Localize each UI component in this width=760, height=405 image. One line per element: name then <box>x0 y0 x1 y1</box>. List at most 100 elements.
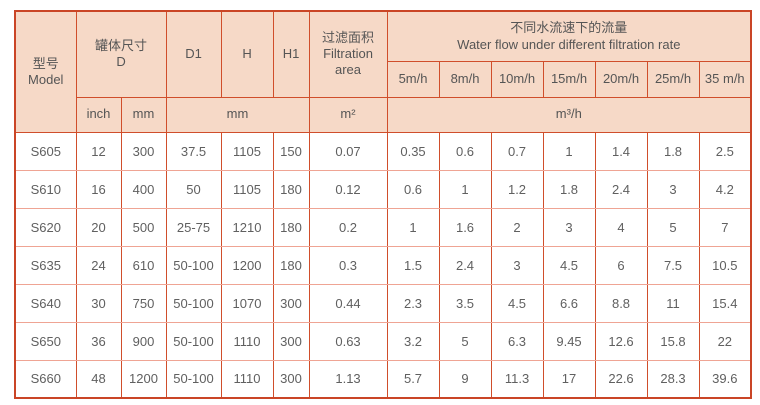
flow-cell: 0.6 <box>438 131 492 171</box>
mm-cell: 500 <box>120 207 167 247</box>
flow-cell: 9.45 <box>542 321 596 361</box>
mm-cell: 300 <box>120 131 167 171</box>
mm-cell: 750 <box>120 283 167 323</box>
unit-m3h: m³/h <box>386 96 752 133</box>
model-cell: S650 <box>14 321 77 361</box>
flow-cell: 4.2 <box>698 169 752 209</box>
header-filtration-area: 过滤面积 Filtration area <box>308 10 388 98</box>
inch-cell: 20 <box>75 207 122 247</box>
h-cell: 1105 <box>220 131 274 171</box>
flow-cell: 39.6 <box>698 359 752 399</box>
flow-cell: 6 <box>594 245 648 285</box>
h-cell: 1110 <box>220 359 274 399</box>
header-rate-20: 20m/h <box>594 60 648 98</box>
h1-cell: 300 <box>272 359 310 399</box>
flow-cell: 17 <box>542 359 596 399</box>
header-model: 型号 Model <box>14 10 77 133</box>
header-flow-title: 不同水流速下的流量 Water flow under different fil… <box>386 10 752 62</box>
model-cell: S605 <box>14 131 77 171</box>
inch-cell: 30 <box>75 283 122 323</box>
header-h: H <box>220 10 274 98</box>
table-row: S605 12 300 37.5 1105 150 0.07 0.35 0.6 … <box>14 131 752 171</box>
flow-cell: 15.8 <box>646 321 700 361</box>
flow-cell: 7 <box>698 207 752 247</box>
flow-cell: 22 <box>698 321 752 361</box>
flow-cell: 0.6 <box>386 169 440 209</box>
area-cell: 1.13 <box>308 359 388 399</box>
d1-cell: 25-75 <box>165 207 222 247</box>
h-cell: 1210 <box>220 207 274 247</box>
flow-cell: 12.6 <box>594 321 648 361</box>
flow-cell: 2.4 <box>594 169 648 209</box>
flow-cell: 9 <box>438 359 492 399</box>
unit-mm-span: mm <box>165 96 310 133</box>
h-cell: 1105 <box>220 169 274 209</box>
header-d1: D1 <box>165 10 222 98</box>
table-row: S660 48 1200 50-100 1110 300 1.13 5.7 9 … <box>14 359 752 399</box>
header-rate-15: 15m/h <box>542 60 596 98</box>
flow-cell: 5.7 <box>386 359 440 399</box>
flow-cell: 3 <box>490 245 544 285</box>
flow-cell: 3 <box>646 169 700 209</box>
d1-cell: 50-100 <box>165 321 222 361</box>
header-rate-25: 25m/h <box>646 60 700 98</box>
flow-cell: 6.6 <box>542 283 596 323</box>
header-rate-35: 35 m/h <box>698 60 752 98</box>
flow-cell: 1.5 <box>386 245 440 285</box>
header-tank-size: 罐体尺寸 D <box>75 10 167 98</box>
flow-cell: 1.8 <box>542 169 596 209</box>
unit-inch: inch <box>75 96 122 133</box>
inch-cell: 16 <box>75 169 122 209</box>
flow-cell: 0.7 <box>490 131 544 171</box>
d1-cell: 50 <box>165 169 222 209</box>
model-cell: S635 <box>14 245 77 285</box>
inch-cell: 36 <box>75 321 122 361</box>
inch-cell: 48 <box>75 359 122 399</box>
flow-cell: 7.5 <box>646 245 700 285</box>
flow-cell: 5 <box>438 321 492 361</box>
area-cell: 0.07 <box>308 131 388 171</box>
flow-cell: 1.4 <box>594 131 648 171</box>
flow-cell: 6.3 <box>490 321 544 361</box>
h1-cell: 300 <box>272 283 310 323</box>
d1-cell: 50-100 <box>165 245 222 285</box>
mm-cell: 900 <box>120 321 167 361</box>
flow-cell: 2 <box>490 207 544 247</box>
table-row: S635 24 610 50-100 1200 180 0.3 1.5 2.4 … <box>14 245 752 285</box>
unit-mm: mm <box>120 96 167 133</box>
flow-cell: 1 <box>386 207 440 247</box>
table-row: S640 30 750 50-100 1070 300 0.44 2.3 3.5… <box>14 283 752 323</box>
flow-cell: 4.5 <box>542 245 596 285</box>
flow-cell: 3.5 <box>438 283 492 323</box>
area-cell: 0.12 <box>308 169 388 209</box>
model-cell: S610 <box>14 169 77 209</box>
d1-cell: 50-100 <box>165 283 222 323</box>
area-cell: 0.63 <box>308 321 388 361</box>
h-cell: 1110 <box>220 321 274 361</box>
flow-cell: 2.3 <box>386 283 440 323</box>
h1-cell: 180 <box>272 207 310 247</box>
unit-m2: m² <box>308 96 388 133</box>
d1-cell: 50-100 <box>165 359 222 399</box>
flow-cell: 11.3 <box>490 359 544 399</box>
table-row: S650 36 900 50-100 1110 300 0.63 3.2 5 6… <box>14 321 752 361</box>
filter-spec-table: 型号 Model 罐体尺寸 D D1 H H1 过滤面积 Filtration … <box>14 10 753 399</box>
table-row: S610 16 400 50 1105 180 0.12 0.6 1 1.2 1… <box>14 169 752 209</box>
header-h1: H1 <box>272 10 310 98</box>
flow-cell: 22.6 <box>594 359 648 399</box>
flow-cell: 0.35 <box>386 131 440 171</box>
header-rate-8: 8m/h <box>438 60 492 98</box>
flow-cell: 10.5 <box>698 245 752 285</box>
flow-cell: 3.2 <box>386 321 440 361</box>
mm-cell: 610 <box>120 245 167 285</box>
inch-cell: 24 <box>75 245 122 285</box>
h1-cell: 150 <box>272 131 310 171</box>
header-rate-5: 5m/h <box>386 60 440 98</box>
spec-table-container: 型号 Model 罐体尺寸 D D1 H H1 过滤面积 Filtration … <box>14 10 753 399</box>
flow-cell: 3 <box>542 207 596 247</box>
area-cell: 0.44 <box>308 283 388 323</box>
area-cell: 0.3 <box>308 245 388 285</box>
mm-cell: 1200 <box>120 359 167 399</box>
mm-cell: 400 <box>120 169 167 209</box>
h1-cell: 180 <box>272 245 310 285</box>
